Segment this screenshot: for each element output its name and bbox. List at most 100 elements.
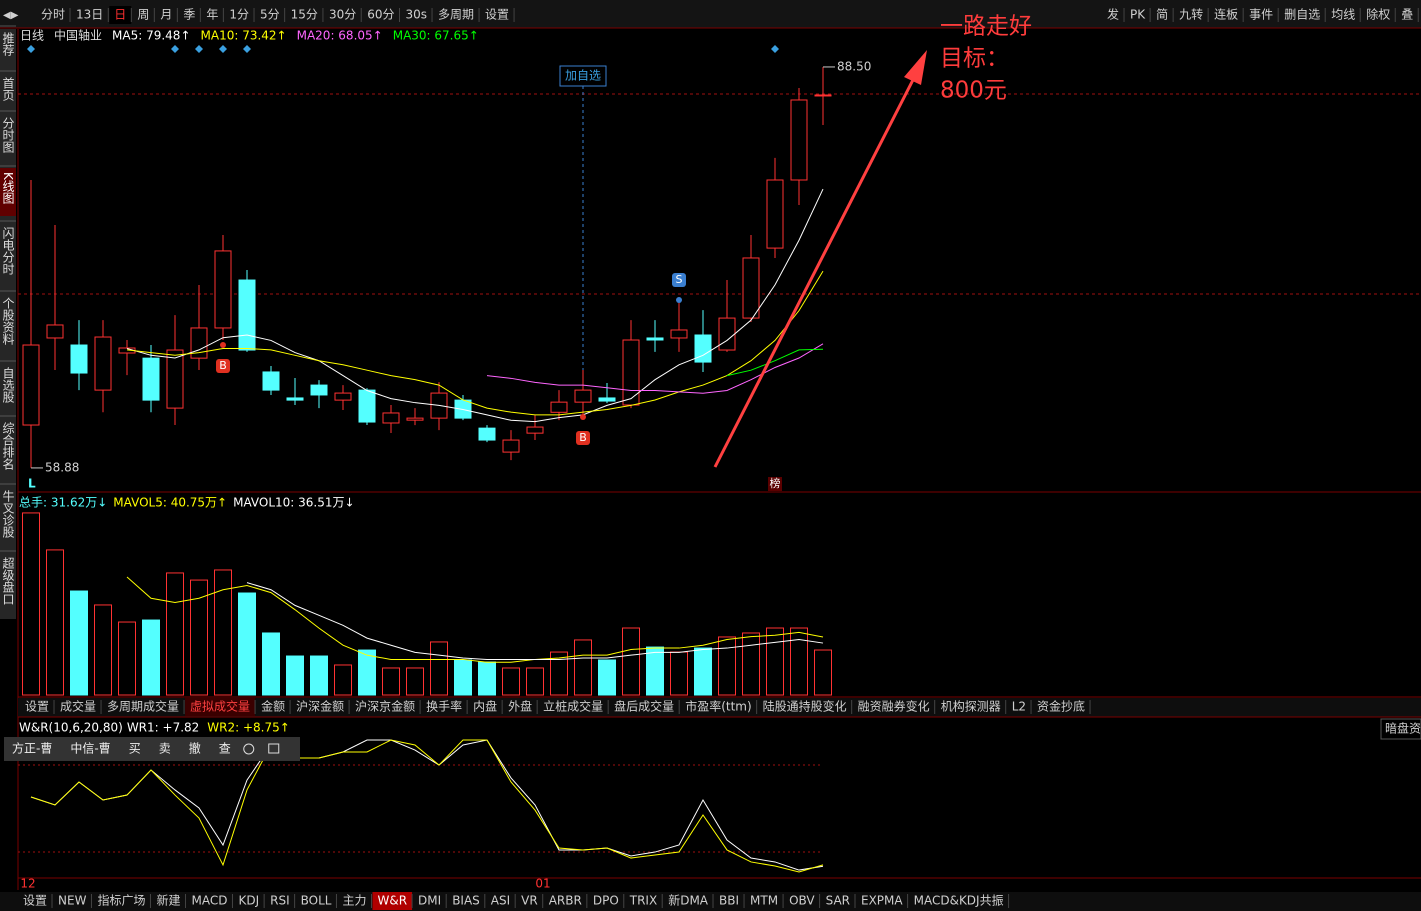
bottom-tab[interactable]: 设置: [23, 894, 47, 908]
bottom-tab[interactable]: BBI: [719, 894, 739, 908]
sidebar-item[interactable]: 个股资料: [1, 297, 15, 345]
tool-button[interactable]: 删自选: [1284, 8, 1320, 22]
bottom-tab[interactable]: TRIX: [629, 894, 657, 908]
candle-body: [670, 329, 688, 339]
trade-button[interactable]: 中信-曹: [70, 741, 110, 756]
tool-button[interactable]: 均线: [1331, 8, 1355, 22]
bottom-tab[interactable]: MACD&KDJ共振: [914, 894, 1004, 908]
period-tab[interactable]: 60分: [367, 8, 394, 22]
period-tab[interactable]: 13日: [76, 8, 103, 22]
indicator-tab[interactable]: 内盘: [473, 699, 497, 714]
indicator-tab[interactable]: 成交量: [60, 699, 96, 714]
period-tab[interactable]: 30分: [329, 8, 356, 22]
period-tab[interactable]: 日: [114, 8, 126, 22]
sidebar-item[interactable]: 分时图: [1, 117, 15, 153]
indicator-tab[interactable]: L2: [1012, 700, 1026, 714]
period-tab[interactable]: 30s: [406, 8, 428, 22]
period-tab[interactable]: 1分: [229, 8, 249, 22]
tool-button[interactable]: 连板: [1214, 7, 1238, 22]
trade-bar: [4, 737, 300, 761]
bottom-tab[interactable]: NEW: [58, 894, 87, 908]
period-tab[interactable]: 周: [137, 8, 149, 22]
bottom-tab[interactable]: RSI: [270, 894, 290, 908]
sidebar-item[interactable]: 推荐: [1, 32, 15, 57]
bottom-tab[interactable]: ARBR: [549, 894, 582, 908]
period-tab[interactable]: 季: [183, 8, 195, 22]
indicator-tab[interactable]: 沪深京金额: [355, 699, 415, 714]
add-watch[interactable]: 加自选: [565, 69, 601, 83]
indicator-tab[interactable]: 机构探测器: [941, 699, 1001, 714]
tool-button[interactable]: 叠: [1401, 8, 1413, 22]
tool-button[interactable]: 简: [1156, 8, 1168, 22]
trade-button[interactable]: 查: [219, 742, 231, 756]
indicator-tab[interactable]: 融资融券变化: [858, 699, 930, 714]
indicator-tab[interactable]: 陆股通持股变化: [763, 699, 847, 714]
indicator-tab[interactable]: 多周期成交量: [107, 699, 179, 714]
marker-text[interactable]: B: [579, 431, 587, 444]
settings-icon[interactable]: [243, 743, 255, 755]
indicator-tab[interactable]: 外盘: [508, 699, 532, 714]
sidebar-item[interactable]: 闪电分时: [1, 227, 15, 275]
period-tab[interactable]: 分时: [41, 8, 65, 22]
bottom-tab[interactable]: BIAS: [452, 894, 480, 908]
marker-badge[interactable]: [672, 273, 686, 287]
indicator-tab[interactable]: 盘后成交量: [614, 699, 674, 714]
period-tab[interactable]: 月: [160, 8, 172, 22]
indicator-tab[interactable]: 设置: [25, 700, 49, 714]
volume-bar: [286, 655, 304, 696]
add-watch-box[interactable]: [559, 65, 607, 87]
tool-button[interactable]: 发: [1107, 7, 1119, 22]
marker-text[interactable]: S: [676, 273, 683, 286]
volume-bar: [190, 579, 208, 696]
bottom-tab[interactable]: MACD: [191, 894, 227, 908]
window-icon[interactable]: [268, 743, 280, 754]
indicator-tab[interactable]: 沪深金额: [296, 699, 344, 714]
trade-button[interactable]: 买: [129, 742, 141, 756]
bottom-tab[interactable]: W&R: [377, 894, 407, 908]
period-tab[interactable]: 5分: [260, 8, 280, 22]
bottom-tab[interactable]: DMI: [418, 894, 441, 908]
trade-button[interactable]: 方正-曹: [12, 741, 52, 756]
bottom-tab[interactable]: OBV: [789, 894, 815, 908]
tool-button[interactable]: 事件: [1249, 8, 1273, 22]
tool-button[interactable]: 除权: [1366, 7, 1390, 22]
indicator-tab[interactable]: 资金抄底: [1037, 699, 1085, 714]
bottom-tab[interactable]: DPO: [593, 894, 619, 908]
indicator-tab[interactable]: 金额: [261, 699, 285, 714]
trade-button[interactable]: 卖: [159, 742, 171, 756]
indicator-tab[interactable]: 换手率: [426, 699, 462, 714]
bottom-tab[interactable]: KDJ: [238, 894, 259, 908]
bottom-tab[interactable]: 指标广场: [97, 893, 145, 908]
arrow-shaft: [713, 73, 918, 468]
sidebar-item[interactable]: 超级盘口: [1, 556, 15, 605]
indicator-tab[interactable]: 市盈率(ttm): [685, 699, 751, 714]
bottom-tab[interactable]: BOLL: [301, 894, 332, 908]
bottom-tab[interactable]: 新建: [156, 893, 180, 908]
bottom-tab[interactable]: VR: [521, 894, 538, 908]
trade-button[interactable]: 撤: [189, 741, 201, 756]
info-text: MA20: 68.05↑: [297, 29, 383, 43]
period-tab[interactable]: 年: [206, 8, 218, 22]
bottom-tab[interactable]: MTM: [750, 894, 778, 908]
period-tab[interactable]: 设置: [485, 8, 509, 22]
period-tab[interactable]: 多周期: [438, 8, 474, 22]
sidebar-item[interactable]: 首页: [1, 77, 15, 102]
bottom-tab[interactable]: EXPMA: [861, 894, 903, 908]
marker-badge[interactable]: [576, 431, 590, 445]
tool-button[interactable]: PK: [1130, 8, 1146, 22]
period-tab[interactable]: 15分: [291, 8, 318, 22]
marker-badge[interactable]: [216, 359, 230, 373]
sidebar-item[interactable]: 自选股: [1, 367, 15, 404]
marker-text[interactable]: B: [219, 359, 227, 372]
sidebar-item[interactable]: 牛叉诊股: [1, 489, 15, 539]
indicator-tab[interactable]: 立桩成交量: [543, 699, 603, 714]
bottom-tab[interactable]: SAR: [826, 894, 850, 908]
bottom-tab[interactable]: 主力: [342, 894, 366, 908]
sidebar-item[interactable]: K线图: [1, 172, 15, 204]
bottom-tab[interactable]: 新DMA: [668, 893, 709, 908]
nav-arrows[interactable]: ◀▶: [3, 10, 19, 21]
sidebar-item[interactable]: 综合排名: [1, 422, 15, 470]
indicator-tab[interactable]: 虚拟成交量: [190, 699, 250, 714]
bottom-tab[interactable]: ASI: [491, 894, 510, 908]
tool-button[interactable]: 九转: [1179, 7, 1203, 22]
